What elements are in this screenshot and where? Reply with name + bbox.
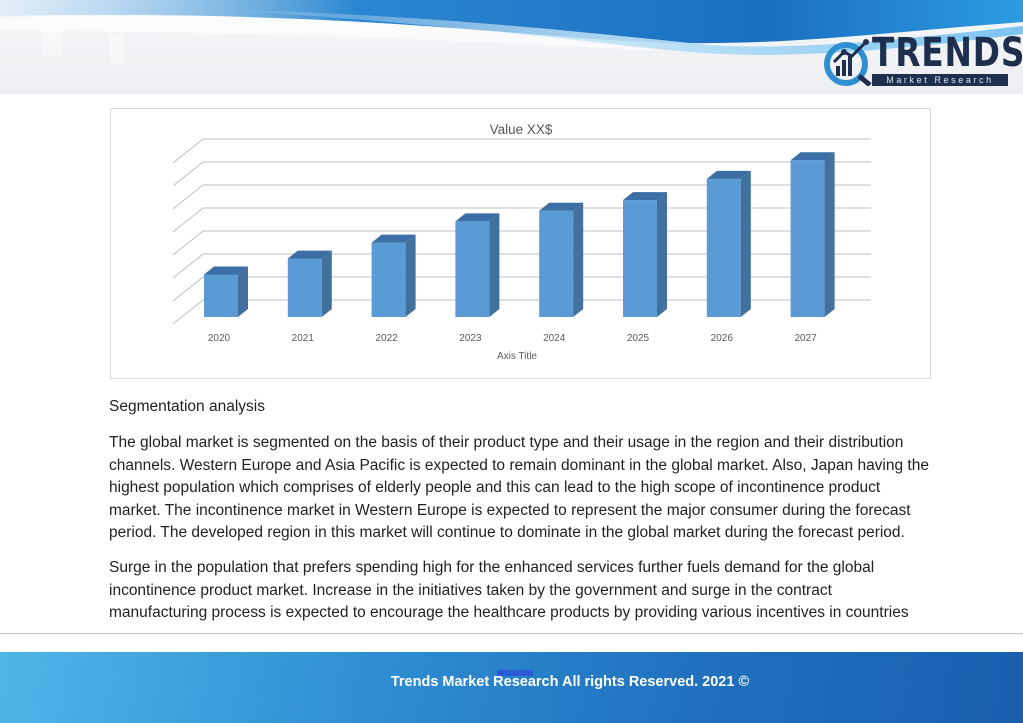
bar-2020 <box>204 266 248 317</box>
chart-title: Value XX$ <box>490 122 553 137</box>
bar-top <box>539 202 584 211</box>
trends-logo: TRENDS Market Research <box>822 33 1023 86</box>
gridline-diagonal <box>172 184 204 210</box>
bar-top <box>623 192 667 201</box>
gridline-diagonal <box>172 207 204 233</box>
gridline-diagonal <box>172 299 204 325</box>
section-title: Segmentation analysis <box>109 398 265 415</box>
x-tick-label: 2022 <box>375 333 398 344</box>
bar-top <box>204 266 248 275</box>
x-axis-title: Axis Title <box>497 351 537 362</box>
gridline-diagonal <box>172 161 204 187</box>
bar-2027 <box>790 152 835 317</box>
footer-accent-bar <box>497 670 533 676</box>
page-header: TRENDS Market Research <box>0 0 1023 94</box>
footer-copyright: Trends Market Research All rights Reserv… <box>390 674 750 690</box>
bar-front <box>455 221 490 317</box>
gridline-diagonal <box>172 230 204 256</box>
logo-subtitle: Market Research <box>872 74 1008 86</box>
x-tick-label: 2021 <box>292 333 315 344</box>
bar-2021 <box>287 250 332 317</box>
chart-bars <box>204 152 835 317</box>
bar-2025 <box>623 192 667 317</box>
bar-2023 <box>455 213 500 317</box>
bar-side <box>405 234 416 317</box>
bar-front <box>706 178 741 317</box>
x-tick-label: 2027 <box>794 333 817 344</box>
x-tick-label: 2026 <box>711 333 734 344</box>
logo-wordmark: TRENDS <box>872 30 1023 76</box>
bar-side <box>657 192 667 317</box>
gridline-diagonal <box>172 138 204 164</box>
bar-front <box>623 200 657 317</box>
page-footer: Trends Market Research All rights Reserv… <box>0 652 1023 723</box>
bar-top <box>287 250 332 259</box>
bar-top <box>706 170 751 179</box>
bar-side <box>321 250 332 317</box>
bar-2024 <box>539 202 584 317</box>
gridline-diagonal <box>172 276 204 302</box>
header-swoosh-graphic <box>0 0 1023 64</box>
bar-side <box>238 266 248 317</box>
bar-chart: Value XX$ 2020 2021 2022 2023 2024 2025 2026 20… <box>110 108 931 379</box>
chart-gridlines <box>172 138 871 325</box>
bar-front <box>287 258 322 317</box>
paragraph-segmentation: The global market is segmented on the ba… <box>109 434 929 541</box>
bar-top <box>455 213 500 222</box>
bar-front <box>539 210 574 317</box>
content-divider <box>0 633 1023 634</box>
x-tick-label: 2024 <box>543 333 566 344</box>
chart-x-ticks: 2020 2021 2022 2023 2024 2025 2026 2027 <box>208 333 817 344</box>
logo-mark-icon <box>824 39 872 86</box>
bar-2026 <box>706 170 751 317</box>
chart-canvas: Value XX$ 2020 2021 2022 2023 2024 2025 2026 20… <box>172 122 871 362</box>
bar-side <box>489 213 500 317</box>
x-tick-label: 2025 <box>627 333 650 344</box>
x-tick-label: 2023 <box>459 333 482 344</box>
bar-side <box>740 170 751 317</box>
paragraph-demand: Surge in the population that prefers spe… <box>109 559 909 621</box>
bar-front <box>204 274 238 317</box>
bar-front <box>790 160 825 317</box>
bar-front <box>371 242 406 317</box>
bar-side <box>824 152 835 317</box>
bar-top <box>790 152 835 161</box>
bar-side <box>573 202 584 317</box>
bar-top <box>371 234 416 243</box>
x-tick-label: 2020 <box>208 333 231 344</box>
gridline-diagonal <box>172 253 204 279</box>
bar-2022 <box>371 234 416 317</box>
